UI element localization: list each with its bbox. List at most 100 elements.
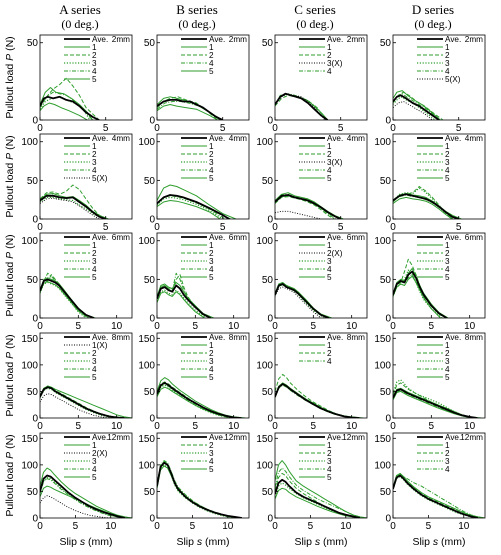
series-line (393, 474, 479, 518)
series-line (157, 184, 237, 219)
chart-panel: 0 50 0 5 Ave. 2mm 123(X)4 (262, 34, 368, 134)
x-tick-label: 0 (390, 521, 396, 532)
plot-frame (156, 232, 250, 319)
x-tick-label: 10 (464, 321, 476, 332)
series-line (275, 93, 327, 120)
panel-diameter-label: 8mm (112, 333, 130, 342)
legend-label: 1 (445, 241, 450, 250)
x-axis-label: Slip s (mm) (294, 536, 347, 548)
legend-label: 2(X) (327, 249, 343, 258)
legend-label: 1 (209, 341, 214, 350)
x-tick-label: 5 (338, 123, 344, 134)
legend-label: 3 (445, 158, 450, 167)
series-line (157, 291, 205, 318)
y-tick-label: 0 (32, 414, 38, 425)
legend-label: 2 (209, 249, 214, 258)
column-title: D series (412, 2, 454, 17)
y-tick-label: 50 (144, 275, 156, 286)
x-tick-label: 0 (390, 123, 396, 134)
legend-label: 4 (445, 67, 450, 76)
legend-label: Ave. (327, 433, 343, 442)
series-line (393, 94, 440, 120)
series-line (275, 478, 361, 518)
series-line (40, 485, 132, 518)
column-title: B series (176, 2, 218, 17)
series-group (157, 377, 246, 418)
legend-label: 2 (327, 150, 332, 159)
legend-label: Ave. (209, 433, 225, 442)
y-axis-label: Pullout load P (N) (4, 135, 16, 217)
y-tick-label: 150 (138, 434, 155, 445)
x-tick-label: 10 (228, 321, 240, 332)
legend-label: 4 (327, 166, 332, 175)
plot-frame (392, 432, 486, 519)
plot-frame (156, 332, 250, 419)
legend-label: 5 (209, 67, 214, 76)
series-line (275, 467, 367, 518)
y-tick-label: 50 (262, 176, 274, 187)
series-line (275, 196, 335, 219)
y-tick-label: 0 (267, 116, 273, 127)
panel-diameter-label: 6mm (112, 233, 130, 242)
y-tick-label: 100 (21, 360, 38, 371)
plot-frame (156, 432, 250, 519)
y-tick-label: 0 (149, 414, 155, 425)
series-line (157, 104, 218, 120)
legend-label: Ave. (327, 35, 343, 44)
x-tick-label: 5 (338, 222, 344, 233)
legend-label: 4 (327, 67, 332, 76)
legend-label: 2 (209, 349, 214, 358)
series-line (275, 373, 360, 418)
legend-label: 4 (209, 365, 214, 374)
legend-label: 5 (92, 273, 97, 282)
plot-frame (274, 232, 368, 319)
x-tick-label: 0 (154, 321, 160, 332)
legend-label: 3 (327, 457, 332, 466)
y-tick-label: 50 (27, 387, 39, 398)
y-tick-label: 0 (267, 314, 273, 325)
x-tick-label: 0 (272, 321, 278, 332)
series-line (393, 269, 443, 318)
plot-frame (156, 133, 250, 220)
series-group (40, 467, 132, 518)
y-tick-label: 100 (374, 137, 391, 148)
legend-label: 2 (209, 441, 214, 450)
series-line (40, 281, 90, 318)
legend-label: 2 (209, 150, 214, 159)
x-tick-label: 5 (456, 222, 462, 233)
series-line (275, 460, 367, 518)
series-group (40, 184, 109, 219)
series-line (275, 282, 329, 318)
legend-label: 2 (445, 51, 450, 60)
plot-frame (39, 432, 133, 519)
series-line (157, 284, 212, 318)
series-line (275, 283, 330, 318)
x-tick-label: 0 (390, 222, 396, 233)
series-line (393, 270, 448, 318)
series-line (40, 196, 106, 219)
series-line (393, 275, 441, 318)
legend-label: 4 (92, 365, 97, 374)
x-tick-label: 5 (193, 321, 199, 332)
legend-label: 1 (209, 241, 214, 250)
series-group (275, 373, 364, 418)
series-line (275, 283, 325, 318)
legend-label: Ave. (92, 134, 108, 143)
column-subtitle: (0 deg.) (178, 17, 215, 31)
y-tick-label: 50 (27, 176, 39, 187)
column-title: A series (59, 2, 101, 17)
series-line (40, 184, 106, 219)
column-subtitle: (0 deg.) (61, 17, 98, 31)
series-line (40, 95, 100, 120)
legend-label: 5 (445, 273, 450, 282)
y-tick-label: 100 (21, 460, 38, 471)
series-line (393, 388, 478, 418)
series-group (393, 90, 444, 120)
x-tick-label: 5 (220, 123, 226, 134)
legend-label: 2 (445, 449, 450, 458)
plot-frame (274, 332, 368, 419)
y-tick-label: 0 (385, 116, 391, 127)
series-line (157, 195, 231, 219)
